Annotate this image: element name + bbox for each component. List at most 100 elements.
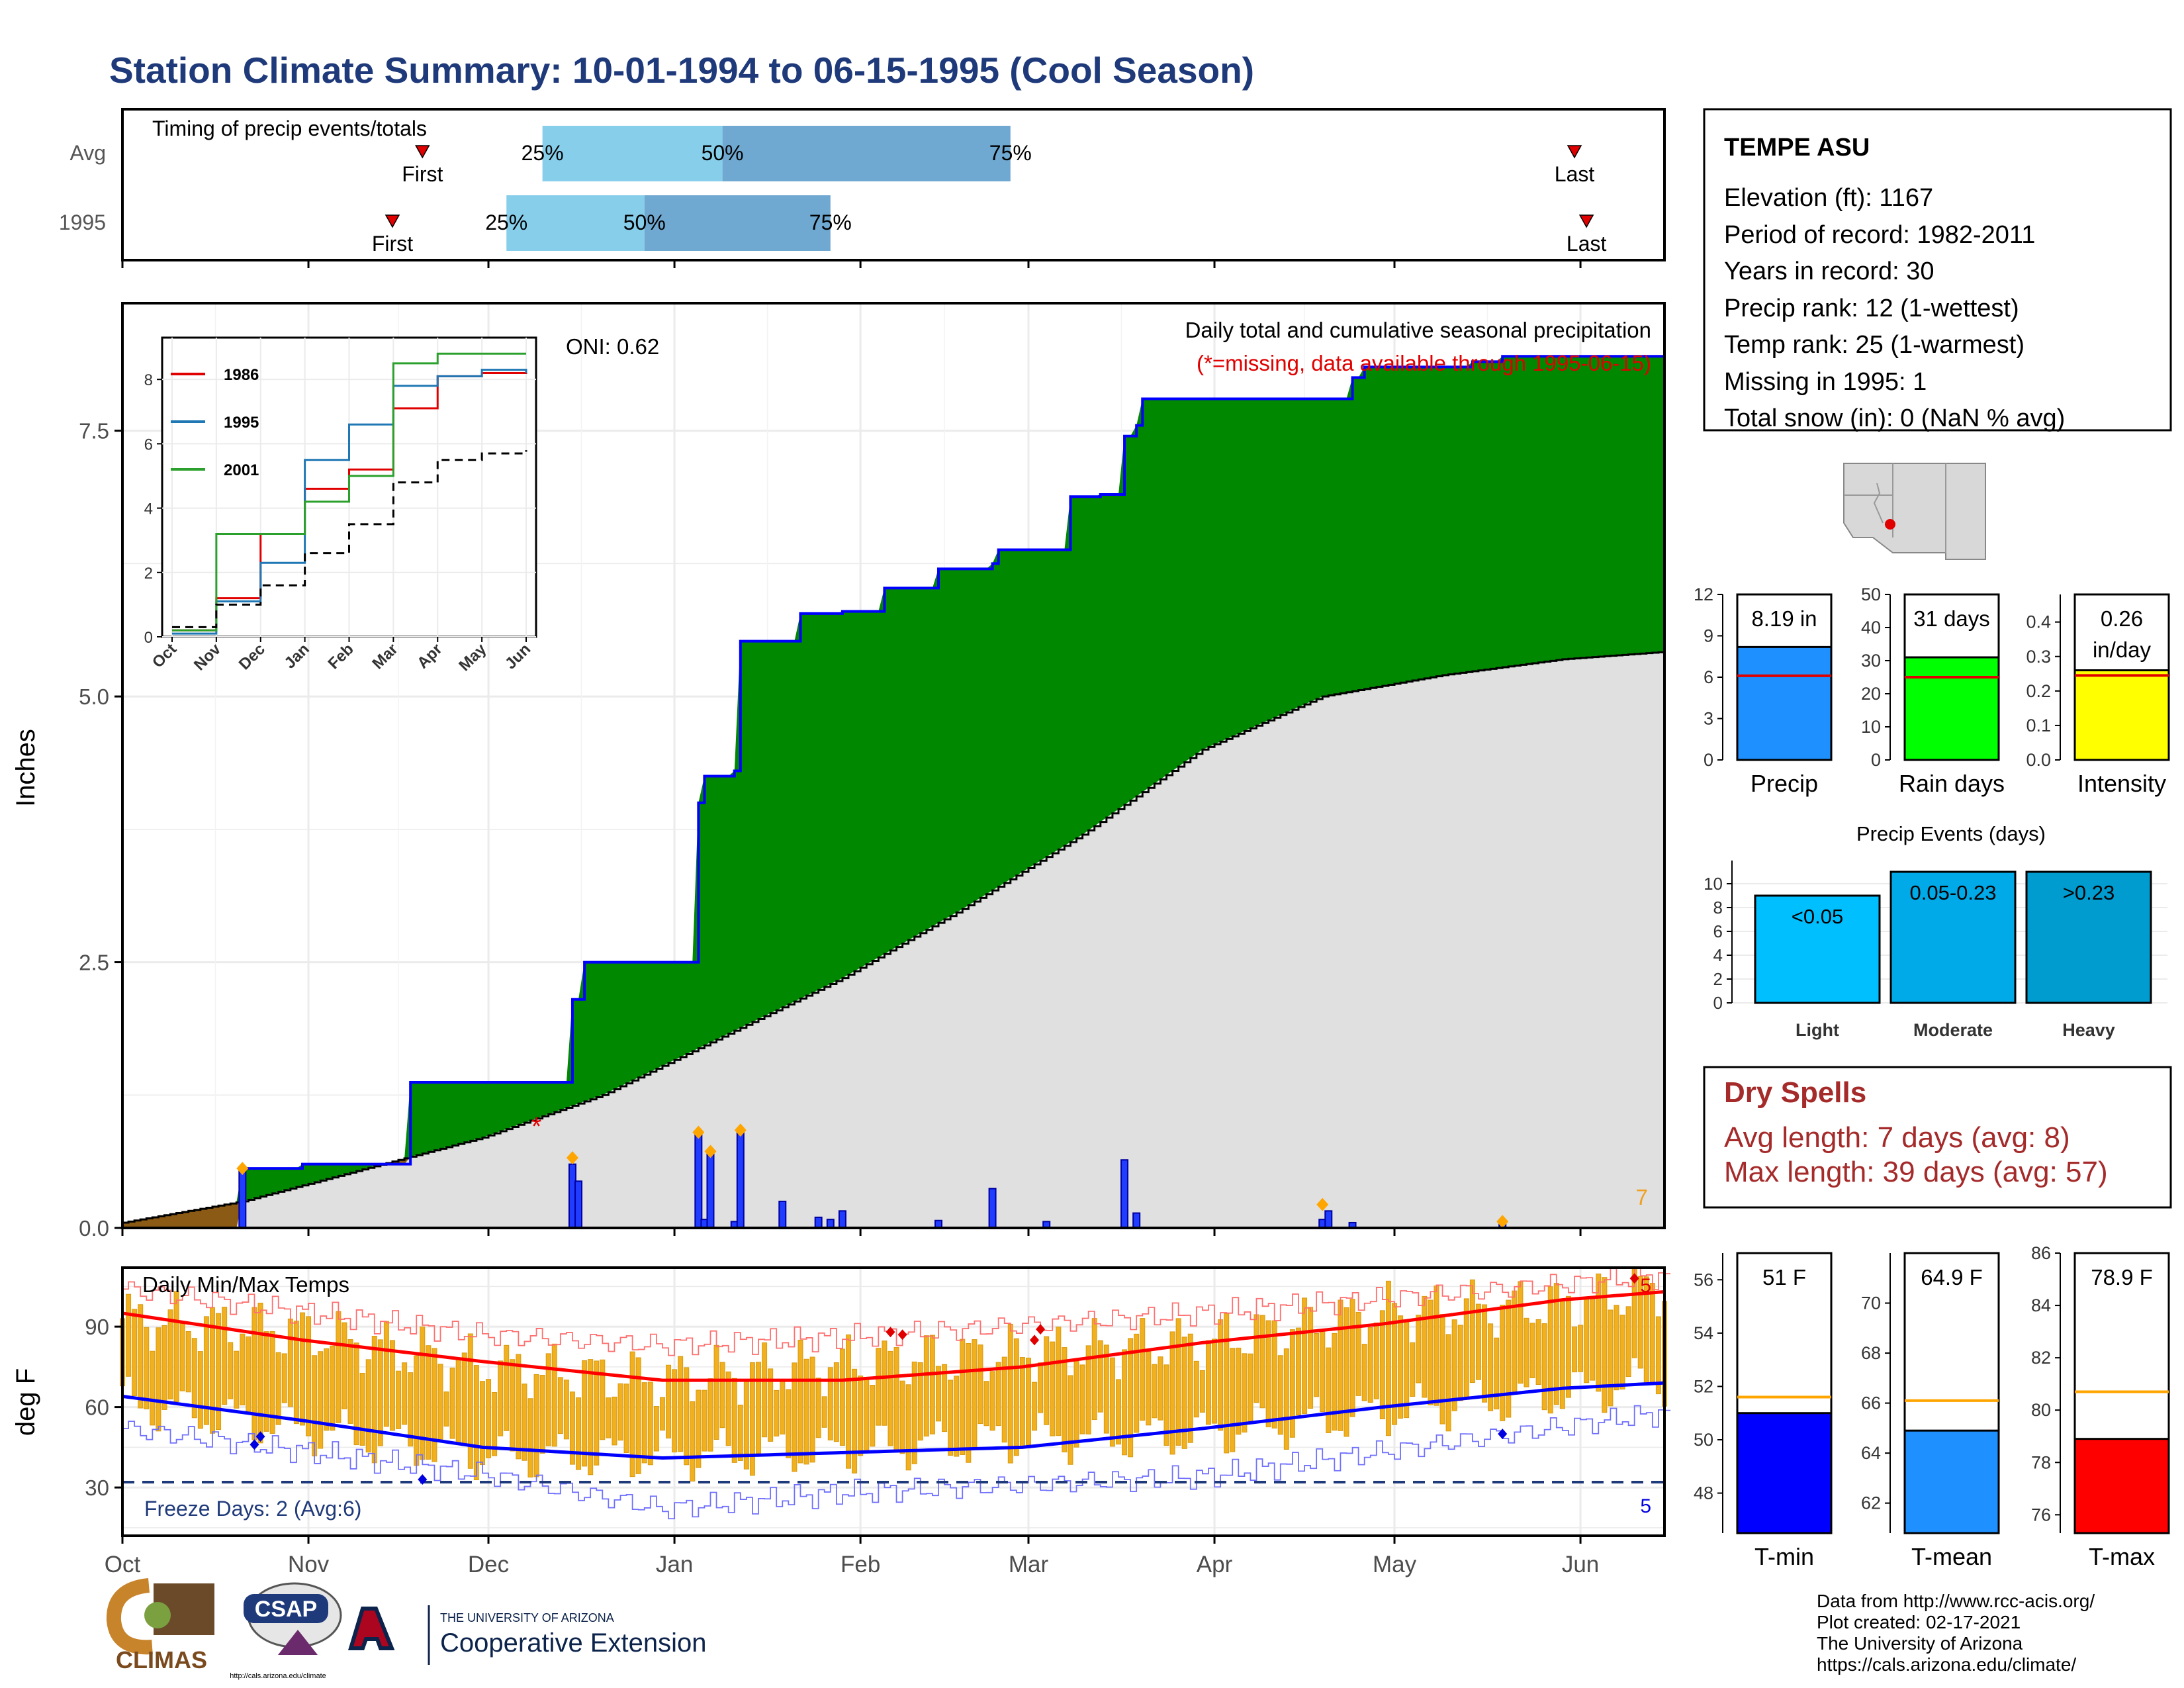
daily-temp-bar bbox=[929, 1335, 935, 1434]
event-marker bbox=[236, 1162, 249, 1176]
timing-q50-label: 50% bbox=[702, 141, 744, 165]
credit-date: Plot created: 02-17-2021 bbox=[1817, 1612, 2021, 1632]
daily-temp-bar bbox=[504, 1344, 510, 1431]
daily-temp-bar bbox=[1625, 1306, 1631, 1378]
cold-day-marker bbox=[1498, 1429, 1508, 1440]
inset-y-tick-label: 2 bbox=[144, 565, 153, 583]
daily-temp-bar bbox=[293, 1321, 299, 1425]
daily-temp-bar bbox=[905, 1384, 911, 1471]
daily-temp-bar bbox=[672, 1369, 678, 1453]
t-max-title: T-max bbox=[2089, 1543, 2155, 1570]
t-max-y-tick-label: 76 bbox=[2031, 1505, 2051, 1524]
daily-temp-bar bbox=[263, 1331, 269, 1432]
temp-x-tick-label: Dec bbox=[468, 1552, 509, 1577]
intensity-y-tick-label: 0.2 bbox=[2026, 681, 2051, 701]
daily-temp-bar bbox=[852, 1368, 858, 1474]
daily-temp-bar bbox=[762, 1342, 768, 1438]
timing-bar-q25-q50 bbox=[542, 126, 723, 181]
daily-temp-bar bbox=[1277, 1355, 1283, 1435]
daily-precip-bar bbox=[1120, 1159, 1129, 1229]
daily-temp-bar bbox=[341, 1322, 347, 1409]
daily-temp-bar bbox=[1242, 1353, 1248, 1432]
daily-temp-bar bbox=[995, 1362, 1001, 1427]
daily-temp-bar bbox=[635, 1357, 641, 1474]
daily-temp-bar bbox=[1152, 1364, 1158, 1419]
daily-temp-bar bbox=[1158, 1356, 1163, 1421]
daily-temp-bar bbox=[1547, 1286, 1553, 1414]
daily-temp-bar bbox=[1524, 1317, 1529, 1387]
events-y-tick-label: 4 bbox=[1713, 945, 1723, 965]
daily-temp-bar bbox=[647, 1382, 653, 1466]
daily-temp-bar bbox=[1062, 1347, 1068, 1452]
hot-day-marker bbox=[886, 1327, 895, 1338]
daily-temp-bar bbox=[1218, 1319, 1224, 1431]
credit-url: https://cals.arizona.edu/climate/ bbox=[1817, 1654, 2076, 1675]
precip-events-title: Precip Events (days) bbox=[1856, 822, 2046, 845]
daily-precip-bar bbox=[814, 1216, 823, 1229]
daily-temp-bar bbox=[792, 1362, 797, 1472]
daily-temp-bar bbox=[443, 1391, 449, 1427]
rain-days-title: Rain days bbox=[1899, 770, 2005, 797]
timing-row-1995-label: 1995 bbox=[59, 211, 106, 234]
daily-temp-bar bbox=[1428, 1299, 1433, 1405]
timing-first-label: First bbox=[372, 232, 413, 256]
daily-temp-bar bbox=[1025, 1358, 1031, 1448]
daily-temp-bar bbox=[492, 1392, 498, 1456]
daily-temp-bar bbox=[179, 1323, 185, 1391]
daily-temp-bar bbox=[1128, 1338, 1134, 1458]
daily-temp-bar bbox=[594, 1360, 600, 1466]
inset-legend-label-2001: 2001 bbox=[224, 461, 259, 479]
dry-spells-box: Dry Spells Avg length: 7 days (avg: 8) M… bbox=[1703, 1066, 2172, 1209]
timing-bar-q50-q75 bbox=[722, 126, 1011, 181]
daily-precip-bar bbox=[778, 1200, 787, 1229]
t-max-y-tick-label: 86 bbox=[2031, 1243, 2051, 1263]
inset-series-avg bbox=[172, 450, 527, 628]
t-max-bar bbox=[2073, 1438, 2170, 1534]
daily-temp-bar bbox=[641, 1382, 647, 1464]
precip-y-tick-label: 5.0 bbox=[79, 684, 109, 709]
daily-temp-bar bbox=[1103, 1344, 1109, 1434]
daily-temp-bar bbox=[1482, 1304, 1488, 1403]
hot-days-count: 5 bbox=[1640, 1275, 1651, 1297]
timing-first-marker bbox=[385, 214, 400, 228]
t-mean-y-tick-label: 70 bbox=[1861, 1293, 1881, 1313]
daily-temp-bar bbox=[876, 1348, 882, 1426]
daily-temp-bar bbox=[1236, 1347, 1242, 1435]
daily-temp-bar bbox=[899, 1380, 905, 1454]
daily-temp-bar bbox=[479, 1381, 485, 1466]
precip-total-y-tick-label: 6 bbox=[1704, 667, 1713, 687]
daily-temp-bar bbox=[1602, 1277, 1608, 1413]
daily-precip-bar bbox=[694, 1131, 703, 1229]
record-max-line bbox=[122, 1266, 1671, 1356]
rain-days-y-tick-label: 30 bbox=[1861, 651, 1881, 671]
daily-temp-bar bbox=[228, 1342, 234, 1399]
daily-precip-bar bbox=[1324, 1210, 1333, 1229]
timing-bar-q25-q50 bbox=[506, 195, 645, 251]
daily-temp-bar bbox=[827, 1367, 833, 1440]
daily-temp-bar bbox=[1398, 1315, 1404, 1419]
daily-temp-bar bbox=[960, 1338, 966, 1455]
daily-temp-bar bbox=[522, 1383, 527, 1461]
daily-temp-bar bbox=[1572, 1326, 1578, 1373]
daily-temp-bar bbox=[972, 1339, 978, 1448]
t-mean-y-tick-label: 62 bbox=[1861, 1493, 1881, 1513]
daily-temp-bar bbox=[713, 1344, 719, 1440]
daily-temp-bar bbox=[1529, 1323, 1535, 1378]
t-min-y-tick-label: 50 bbox=[1694, 1430, 1713, 1450]
daily-temp-bar bbox=[978, 1344, 983, 1425]
daily-temp-bar bbox=[533, 1374, 539, 1477]
daily-temp-bar bbox=[396, 1370, 402, 1429]
rain-days-y-tick-label: 0 bbox=[1871, 750, 1881, 770]
daily-temp-bar bbox=[455, 1358, 461, 1444]
page-title: Station Climate Summary: 10-01-1994 to 0… bbox=[109, 50, 1254, 91]
daily-temp-bar bbox=[629, 1351, 635, 1477]
daily-temp-bar bbox=[1212, 1338, 1218, 1424]
timing-last-marker bbox=[1567, 145, 1582, 159]
daily-temp-bar bbox=[306, 1316, 312, 1436]
daily-temp-bar bbox=[1379, 1310, 1385, 1420]
daily-temp-bar bbox=[336, 1311, 341, 1423]
timing-q25-label: 25% bbox=[522, 141, 564, 165]
daily-temp-bar bbox=[437, 1364, 443, 1441]
daily-temp-bar bbox=[1596, 1273, 1602, 1392]
